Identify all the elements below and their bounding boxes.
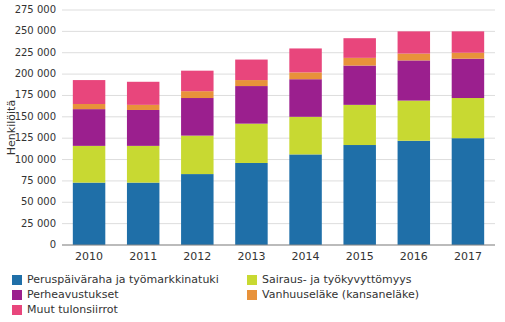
bar-segment — [127, 82, 159, 105]
bar-segment — [398, 31, 430, 53]
bar-segment — [235, 86, 267, 124]
legend-label: Perheavustukset — [27, 288, 119, 301]
legend-swatch — [247, 290, 257, 300]
bar-segment — [452, 98, 484, 138]
x-tick-label: 2012 — [183, 250, 211, 263]
x-tick-label: 2014 — [292, 250, 320, 263]
bar-segment — [398, 60, 430, 100]
y-tick-label: 75 000 — [21, 175, 56, 186]
bar-segment — [452, 59, 484, 98]
bar-series — [73, 31, 484, 104]
x-tick-label: 2013 — [237, 250, 265, 263]
legend-swatch — [12, 275, 22, 285]
chart-container: 0 25 000 50 000 75 000 100 000 125 000 150 000… — [0, 0, 505, 322]
bar-segment — [73, 146, 105, 183]
bar-segment — [452, 53, 484, 59]
y-tick-label: 250 000 — [15, 25, 56, 36]
legend: Peruspäiväraha ja työmarkkinatuki Sairaus… — [12, 273, 419, 316]
legend-swatch — [247, 275, 257, 285]
x-tick-label: 2011 — [129, 250, 157, 263]
bar-segment — [452, 138, 484, 245]
chart: 0 25 000 50 000 75 000 100 000 125 000 150 000… — [0, 0, 505, 322]
bar-segment — [181, 136, 213, 174]
grid-line — [62, 10, 495, 11]
legend-swatch — [12, 305, 22, 315]
bar-segment — [181, 174, 213, 245]
bar-segment — [343, 66, 375, 105]
y-tick-label: 175 000 — [15, 89, 56, 100]
bar-segment — [181, 98, 213, 136]
bar-segment — [452, 31, 484, 52]
bar-segment — [73, 80, 105, 104]
bar-segment — [289, 154, 321, 245]
x-tick-label: 2017 — [454, 250, 482, 263]
x-tick-label: 2010 — [75, 250, 103, 263]
x-tick-label: 2015 — [346, 250, 374, 263]
bar-segment — [289, 72, 321, 79]
bar-series — [73, 53, 484, 110]
y-tick-label: 125 000 — [15, 132, 56, 143]
bar-segment — [343, 38, 375, 58]
bar-segment — [398, 141, 430, 245]
bar-segment — [127, 110, 159, 146]
bar-segment — [127, 146, 159, 183]
bar-series — [73, 59, 484, 146]
grid-line — [62, 245, 495, 246]
legend-label: Muut tulonsiirrot — [27, 303, 118, 316]
x-axis: 2010 2011 2012 2013 2014 2015 2016 2017 — [62, 245, 495, 263]
bar-series — [73, 138, 484, 245]
bar-segment — [127, 105, 159, 110]
bar-segment — [289, 48, 321, 72]
bar-segment — [289, 79, 321, 117]
bar-segment — [235, 124, 267, 163]
bar-series — [73, 98, 484, 183]
bar-segment — [343, 145, 375, 245]
bar-segment — [343, 58, 375, 66]
y-tick-label: 275 000 — [15, 4, 56, 15]
y-tick-label: 150 000 — [15, 111, 56, 122]
y-tick-label: 100 000 — [15, 154, 56, 165]
grid — [62, 10, 495, 245]
y-tick-label: 225 000 — [15, 47, 56, 58]
y-tick-label: 0 — [50, 239, 56, 250]
legend-swatch — [12, 290, 22, 300]
bar-segment — [289, 117, 321, 155]
y-tick-label: 25 000 — [21, 218, 56, 229]
y-axis-label: Henkilöitä — [5, 100, 18, 155]
bar-segment — [235, 163, 267, 245]
legend-label: Vanhuuseläke (kansaneläke) — [262, 288, 419, 301]
bar-segment — [235, 80, 267, 86]
legend-label: Peruspäiväraha ja työmarkkinatuki — [27, 273, 219, 286]
y-tick-label: 200 000 — [15, 68, 56, 79]
x-axis-line — [62, 245, 495, 246]
bar-segment — [398, 54, 430, 61]
y-tick-label: 50 000 — [21, 196, 56, 207]
x-tick-label: 2016 — [400, 250, 428, 263]
bar-segment — [398, 101, 430, 141]
legend-label: Sairaus- ja työkyvyttömyys — [262, 273, 412, 286]
bar-segment — [73, 104, 105, 109]
bars — [73, 31, 484, 245]
bar-segment — [73, 109, 105, 146]
bar-segment — [235, 60, 267, 81]
bar-segment — [73, 183, 105, 245]
bar-segment — [343, 105, 375, 145]
bar-segment — [127, 183, 159, 245]
y-axis: 0 25 000 50 000 75 000 100 000 125 000 150 000… — [15, 4, 56, 250]
bar-segment — [181, 91, 213, 98]
bar-segment — [181, 71, 213, 92]
